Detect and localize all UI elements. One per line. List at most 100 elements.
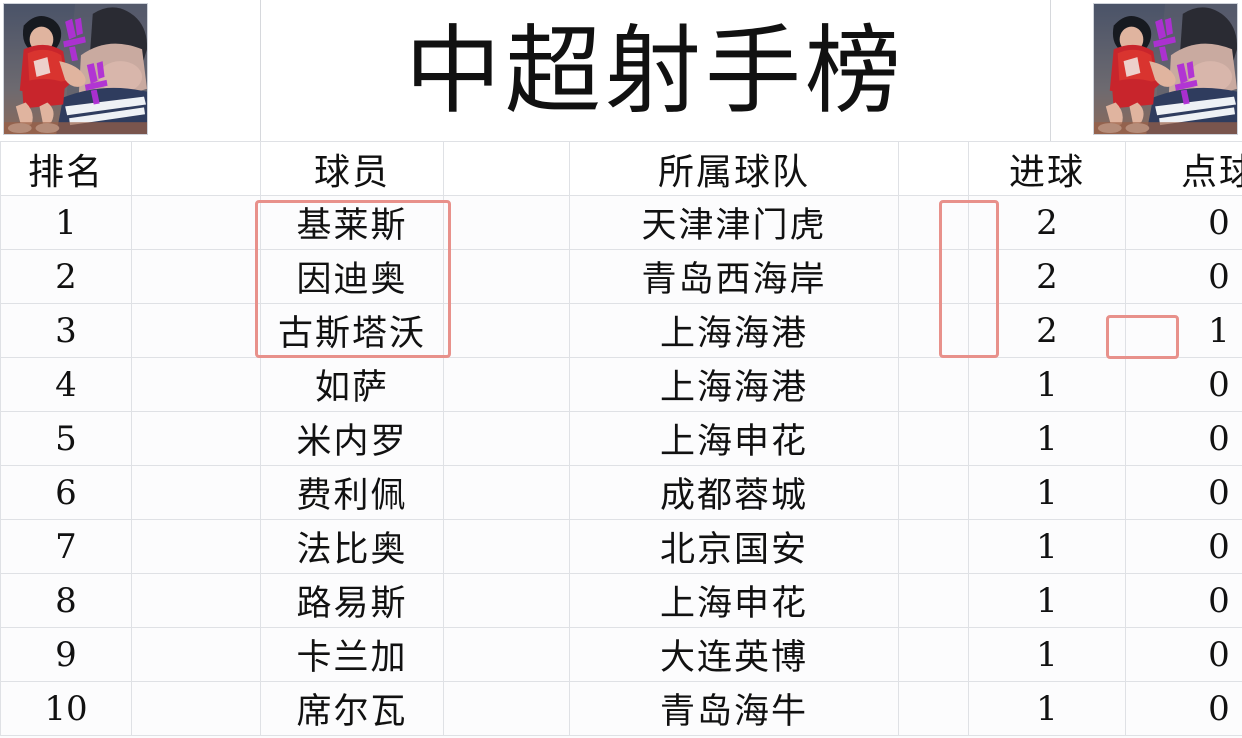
cell-player[interactable]: 因迪奥 bbox=[260, 249, 444, 304]
slam-dunk-illustration-icon bbox=[4, 4, 147, 134]
cell-team[interactable]: 天津津门虎 bbox=[569, 195, 899, 250]
cell-goals[interactable]: 1 bbox=[968, 519, 1126, 574]
team-value: 上海海港 bbox=[659, 368, 808, 408]
cell-team[interactable]: 北京国安 bbox=[569, 519, 899, 574]
column-header-goals[interactable]: 进球 bbox=[968, 141, 1126, 196]
spacer-cell bbox=[443, 681, 570, 736]
spacer-cell bbox=[131, 195, 261, 250]
spacer-cell bbox=[443, 357, 570, 412]
cell-player[interactable]: 席尔瓦 bbox=[260, 681, 444, 736]
table-row: 7 法比奥 北京国安 1 0 bbox=[0, 519, 1242, 574]
spacer-cell bbox=[131, 465, 261, 520]
goals-value: 1 bbox=[1036, 688, 1058, 729]
cell-team[interactable]: 上海申花 bbox=[569, 573, 899, 628]
spacer-cell bbox=[131, 627, 261, 682]
table-row: 8 路易斯 上海申花 1 0 bbox=[0, 573, 1242, 628]
spacer-cell bbox=[131, 573, 261, 628]
cell-rank[interactable]: 7 bbox=[0, 519, 132, 574]
cell-team[interactable]: 上海申花 bbox=[569, 411, 899, 466]
goals-value: 2 bbox=[1036, 256, 1058, 297]
table-row: 2 因迪奥 青岛西海岸 2 0 bbox=[0, 249, 1242, 304]
cell-player[interactable]: 卡兰加 bbox=[260, 627, 444, 682]
cell-goals[interactable]: 1 bbox=[968, 465, 1126, 520]
cell-rank[interactable]: 9 bbox=[0, 627, 132, 682]
cell-goals[interactable]: 1 bbox=[968, 411, 1126, 466]
spacer-cell bbox=[898, 303, 969, 358]
cell-team[interactable]: 上海海港 bbox=[569, 303, 899, 358]
cell-team[interactable]: 青岛西海岸 bbox=[569, 249, 899, 304]
spacer-cell bbox=[131, 141, 261, 196]
spacer-cell bbox=[443, 465, 570, 520]
spacer-cell bbox=[131, 249, 261, 304]
column-header-label: 所属球队 bbox=[657, 151, 810, 193]
team-value: 青岛海牛 bbox=[659, 692, 808, 732]
pens-value: 1 bbox=[1208, 310, 1230, 351]
cell-rank[interactable]: 10 bbox=[0, 681, 132, 736]
cell-rank[interactable]: 3 bbox=[0, 303, 132, 358]
cell-goals[interactable]: 2 bbox=[968, 249, 1126, 304]
cell-pens[interactable]: 0 bbox=[1125, 465, 1242, 520]
cell-rank[interactable]: 4 bbox=[0, 357, 132, 412]
team-value: 上海申花 bbox=[659, 422, 808, 462]
cell-rank[interactable]: 8 bbox=[0, 573, 132, 628]
cell-pens[interactable]: 0 bbox=[1125, 681, 1242, 736]
pens-value: 0 bbox=[1208, 256, 1230, 297]
column-header-player[interactable]: 球员 bbox=[260, 141, 444, 196]
cell-pens[interactable]: 0 bbox=[1125, 195, 1242, 250]
column-header-pens[interactable]: 点球 bbox=[1125, 141, 1242, 196]
player-value: 路易斯 bbox=[296, 584, 408, 624]
cell-rank[interactable]: 2 bbox=[0, 249, 132, 304]
cell-pens[interactable]: 0 bbox=[1125, 519, 1242, 574]
team-value: 天津津门虎 bbox=[641, 206, 827, 246]
cell-pens[interactable]: 0 bbox=[1125, 573, 1242, 628]
cell-pens[interactable]: 0 bbox=[1125, 249, 1242, 304]
spacer-cell bbox=[898, 465, 969, 520]
cell-pens[interactable]: 0 bbox=[1125, 357, 1242, 412]
cell-rank[interactable]: 1 bbox=[0, 195, 132, 250]
spacer-cell bbox=[898, 195, 969, 250]
pens-value: 0 bbox=[1208, 688, 1230, 729]
cell-pens[interactable]: 0 bbox=[1125, 627, 1242, 682]
cell-rank[interactable]: 5 bbox=[0, 411, 132, 466]
cell-goals[interactable]: 1 bbox=[968, 681, 1126, 736]
cell-player[interactable]: 米内罗 bbox=[260, 411, 444, 466]
artwork-right bbox=[1093, 3, 1238, 135]
table-row: 9 卡兰加 大连英博 1 0 bbox=[0, 627, 1242, 682]
team-value: 青岛西海岸 bbox=[641, 260, 827, 300]
spacer-cell bbox=[443, 249, 570, 304]
spacer-cell bbox=[898, 627, 969, 682]
table-row: 5 米内罗 上海申花 1 0 bbox=[0, 411, 1242, 466]
cell-team[interactable]: 大连英博 bbox=[569, 627, 899, 682]
column-header-rank[interactable]: 排名 bbox=[0, 141, 132, 196]
cell-team[interactable]: 上海海港 bbox=[569, 357, 899, 412]
spacer-cell bbox=[131, 357, 261, 412]
cell-rank[interactable]: 6 bbox=[0, 465, 132, 520]
pens-value: 0 bbox=[1208, 526, 1230, 567]
cell-player[interactable]: 路易斯 bbox=[260, 573, 444, 628]
cell-player[interactable]: 如萨 bbox=[260, 357, 444, 412]
player-value: 米内罗 bbox=[296, 422, 408, 462]
cell-player[interactable]: 费利佩 bbox=[260, 465, 444, 520]
player-value: 如萨 bbox=[314, 368, 389, 408]
gridline-vertical bbox=[260, 0, 261, 141]
player-value: 古斯塔沃 bbox=[277, 314, 426, 354]
goals-value: 1 bbox=[1036, 580, 1058, 621]
column-header-team[interactable]: 所属球队 bbox=[569, 141, 899, 196]
goals-value: 1 bbox=[1036, 472, 1058, 513]
spacer-cell bbox=[443, 141, 570, 196]
cell-pens[interactable]: 0 bbox=[1125, 411, 1242, 466]
cell-team[interactable]: 成都蓉城 bbox=[569, 465, 899, 520]
cell-player[interactable]: 法比奥 bbox=[260, 519, 444, 574]
cell-goals[interactable]: 1 bbox=[968, 573, 1126, 628]
spacer-cell bbox=[898, 141, 969, 196]
spacer-cell bbox=[443, 411, 570, 466]
cell-pens[interactable]: 1 bbox=[1125, 303, 1242, 358]
rank-value: 5 bbox=[55, 418, 77, 459]
cell-goals[interactable]: 2 bbox=[968, 303, 1126, 358]
cell-player[interactable]: 基莱斯 bbox=[260, 195, 444, 250]
cell-player[interactable]: 古斯塔沃 bbox=[260, 303, 444, 358]
cell-goals[interactable]: 1 bbox=[968, 357, 1126, 412]
cell-goals[interactable]: 2 bbox=[968, 195, 1126, 250]
cell-team[interactable]: 青岛海牛 bbox=[569, 681, 899, 736]
cell-goals[interactable]: 1 bbox=[968, 627, 1126, 682]
